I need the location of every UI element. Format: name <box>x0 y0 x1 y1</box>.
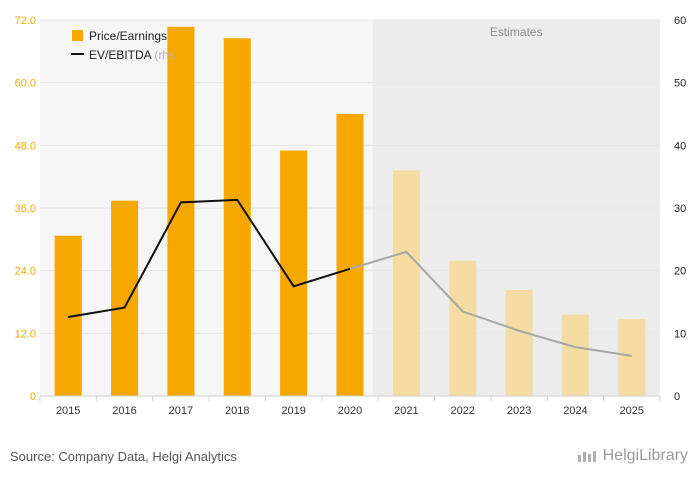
estimates-label: Estimates <box>490 25 543 39</box>
x-tick-label-2023: 2023 <box>507 405 531 417</box>
brand-name: HelgiLibrary <box>602 447 688 464</box>
brand-logo[interactable]: HelgiLibrary <box>577 447 688 465</box>
bar-2024 <box>561 314 589 396</box>
right-axis-label: 50 <box>674 78 686 90</box>
legend-rhs-suffix: (rhs <box>154 48 175 62</box>
legend-label-price-earnings: Price/Earnings <box>89 29 167 43</box>
x-tick-label-2022: 2022 <box>450 405 474 417</box>
bar-2023 <box>505 289 533 396</box>
x-tick-label-2020: 2020 <box>338 405 362 417</box>
right-axis-label: 30 <box>674 203 686 215</box>
x-tick-label-2015: 2015 <box>56 405 80 417</box>
bar-2022 <box>449 260 477 396</box>
x-tick-label-2025: 2025 <box>620 405 644 417</box>
bar-2021 <box>392 170 420 396</box>
bar-2025 <box>618 319 646 396</box>
x-tick-label-2016: 2016 <box>112 405 136 417</box>
bar-2017 <box>167 26 195 397</box>
x-tick-label-2018: 2018 <box>225 405 249 417</box>
left-axis-label: 36.0 <box>15 203 36 215</box>
left-axis-label: 48.0 <box>15 140 36 152</box>
x-tick-label-2017: 2017 <box>169 405 193 417</box>
source-note: Source: Company Data, Helgi Analytics <box>10 449 237 464</box>
x-tick-label-2019: 2019 <box>281 405 305 417</box>
left-axis-label: 24.0 <box>15 266 36 278</box>
left-axis-label: 12.0 <box>15 328 36 340</box>
left-axis-label: 72.0 <box>15 15 36 27</box>
ev-ebitda-actual-line <box>68 198 351 319</box>
right-axis-label: 60 <box>674 15 686 27</box>
x-tick-label-2021: 2021 <box>394 405 418 417</box>
right-axis-label: 0 <box>674 391 680 403</box>
ev-ebitda-estimate-line <box>349 250 632 357</box>
right-axis-label: 40 <box>674 140 686 152</box>
legend-swatch-price-earnings <box>72 30 83 41</box>
right-axis-label: 10 <box>674 328 686 340</box>
bar-2020 <box>336 114 364 396</box>
library-icon <box>577 449 599 463</box>
bar-2016 <box>111 200 139 396</box>
right-axis-label: 20 <box>674 266 686 278</box>
left-axis-label: 0 <box>30 391 36 403</box>
legend-label-ev-ebitda: EV/EBITDA (rhs <box>89 48 175 62</box>
left-axis-label: 60.0 <box>15 78 36 90</box>
bar-2018 <box>223 38 251 397</box>
x-tick-label-2024: 2024 <box>563 405 587 417</box>
